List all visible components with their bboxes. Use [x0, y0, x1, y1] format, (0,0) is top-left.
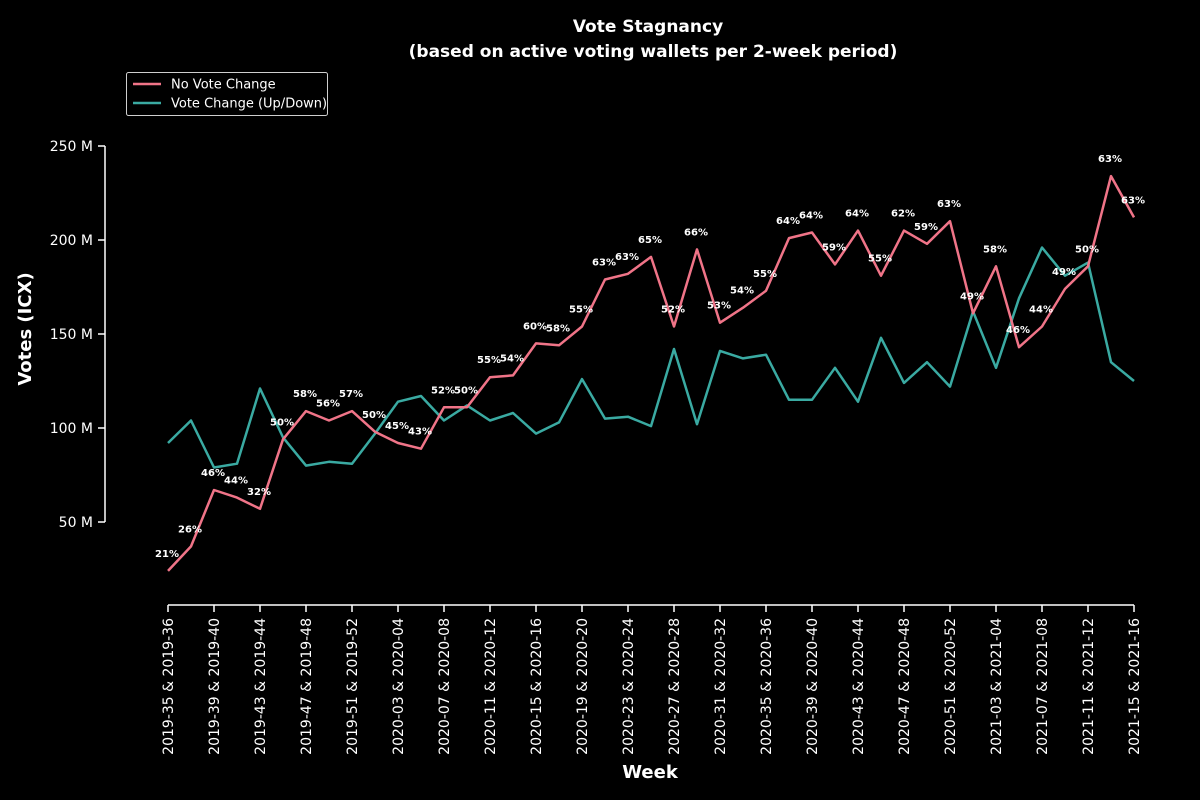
legend-label-no-vote-change: No Vote Change — [171, 78, 276, 93]
x-tick-label: 2020-15 & 2020-16 — [529, 618, 545, 755]
y-tick-label: 100 M — [50, 421, 93, 437]
x-tick-label: 2020-11 & 2020-12 — [483, 618, 499, 755]
y-tick-label: 250 M — [50, 139, 93, 155]
x-tick-label: 2020-27 & 2020-28 — [667, 618, 683, 755]
percent-label: 52% — [431, 385, 455, 396]
percent-label: 49% — [1052, 267, 1076, 278]
percent-label: 59% — [914, 222, 938, 233]
x-tick-label: 2020-47 & 2020-48 — [897, 618, 913, 755]
percent-label: 58% — [293, 389, 317, 400]
x-tick-label: 2020-43 & 2020-44 — [851, 618, 867, 755]
percent-label: 64% — [776, 216, 800, 227]
x-tick-label: 2021-07 & 2021-08 — [1035, 618, 1051, 755]
x-tick-label: 2020-39 & 2020-40 — [805, 618, 821, 755]
x-tick-label: 2020-03 & 2020-04 — [391, 618, 407, 755]
percent-label: 50% — [454, 385, 478, 396]
x-tick-label: 2020-51 & 2020-52 — [943, 618, 959, 755]
percent-label: 32% — [247, 487, 271, 498]
x-tick-label: 2019-47 & 2019-48 — [299, 618, 315, 755]
x-tick-label: 2019-51 & 2019-52 — [345, 618, 361, 755]
x-tick-label: 2019-35 & 2019-36 — [161, 618, 177, 755]
percent-label: 65% — [638, 235, 662, 246]
percent-label: 50% — [1075, 244, 1099, 255]
percent-label: 55% — [477, 355, 501, 366]
percent-label: 63% — [592, 257, 616, 268]
percent-label: 63% — [615, 252, 639, 263]
percent-label: 26% — [178, 524, 202, 535]
percent-label: 45% — [385, 421, 409, 432]
percent-label: 44% — [224, 476, 248, 487]
legend-box — [126, 72, 328, 116]
x-tick-label: 2020-19 & 2020-20 — [575, 618, 591, 755]
percent-label: 46% — [201, 468, 225, 479]
legend-label-vote-change: Vote Change (Up/Down) — [171, 97, 327, 112]
x-axis: 2019-35 & 2019-36 2019-39 & 2019-40 2019-4… — [161, 604, 1143, 755]
percent-label: 54% — [730, 286, 754, 297]
percent-label: 63% — [937, 199, 961, 210]
legend: No Vote Change Vote Change (Up/Down) — [126, 72, 328, 116]
x-tick-label: 2021-03 & 2021-04 — [989, 618, 1005, 755]
y-tick-label: 150 M — [50, 327, 93, 343]
percent-label: 53% — [707, 301, 731, 312]
percent-label: 55% — [868, 254, 892, 265]
x-tick-label: 2019-39 & 2019-40 — [207, 618, 223, 755]
y-axis: 50 M 100 M 150 M 200 M 250 M — [50, 139, 106, 531]
x-tick-label: 2020-07 & 2020-08 — [437, 618, 453, 755]
percent-label: 58% — [983, 244, 1007, 255]
series-line-no-vote-change — [167, 174, 1136, 572]
percent-label: 62% — [891, 209, 915, 220]
percent-label: 59% — [822, 242, 846, 253]
percent-label: 57% — [339, 389, 363, 400]
y-axis-label: Votes (ICX) — [15, 272, 36, 385]
x-tick-label: 2020-35 & 2020-36 — [759, 618, 775, 755]
percent-label: 50% — [270, 417, 294, 428]
x-tick-label: 2021-15 & 2021-16 — [1127, 618, 1143, 755]
y-tick-label: 50 M — [59, 515, 93, 531]
series-layer — [167, 174, 1136, 572]
x-axis-label: Week — [622, 762, 679, 783]
x-tick-label: 2020-23 & 2020-24 — [621, 618, 637, 755]
x-tick-label: 2020-31 & 2020-32 — [713, 618, 729, 755]
percent-label: 66% — [684, 227, 708, 238]
percent-label: 60% — [523, 321, 547, 332]
percent-label: 43% — [408, 427, 432, 438]
percent-label: 58% — [546, 323, 570, 334]
y-tick-label: 200 M — [50, 233, 93, 249]
percent-label: 56% — [316, 398, 340, 409]
x-tick-label: 2021-11 & 2021-12 — [1081, 618, 1097, 755]
percent-label: 50% — [362, 410, 386, 421]
percent-label: 44% — [1029, 304, 1053, 315]
percent-label: 55% — [753, 269, 777, 280]
percent-label: 64% — [845, 209, 869, 220]
percent-label: 63% — [1098, 154, 1122, 165]
percent-label: 55% — [569, 304, 593, 315]
percent-label: 54% — [500, 353, 524, 364]
x-tick-label: 2019-43 & 2019-44 — [253, 618, 269, 755]
percent-label: 52% — [661, 304, 685, 315]
chart-subtitle: (based on active voting wallets per 2-we… — [409, 42, 898, 62]
percent-label: 63% — [1121, 195, 1145, 206]
chart-title: Vote Stagnancy — [573, 17, 723, 37]
percent-label: 21% — [155, 549, 179, 560]
percent-label: 64% — [799, 210, 823, 221]
percent-labels: 21%26%46%44%32%50%58%56%57%50%45%43%52% 5… — [155, 154, 1145, 560]
percent-label: 46% — [1006, 325, 1030, 336]
percent-label: 49% — [960, 291, 984, 302]
